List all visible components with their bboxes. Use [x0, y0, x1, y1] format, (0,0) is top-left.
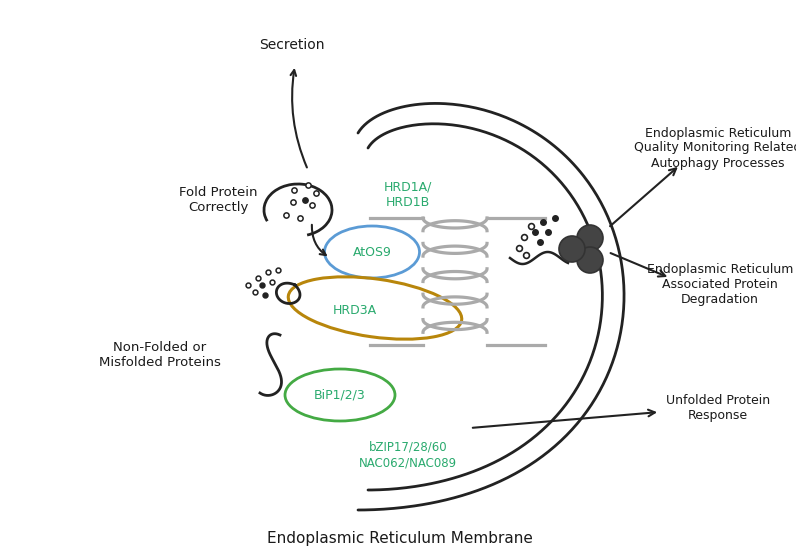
- Text: BiP1/2/3: BiP1/2/3: [314, 389, 366, 402]
- Text: Endoplasmic Reticulum
Associated Protein
Degradation: Endoplasmic Reticulum Associated Protein…: [647, 264, 793, 306]
- Text: HRD1A/
HRD1B: HRD1A/ HRD1B: [384, 181, 432, 209]
- Text: Endoplasmic Reticulum
Quality Monitoring Related
Autophagy Processes: Endoplasmic Reticulum Quality Monitoring…: [634, 127, 796, 170]
- Text: HRD3A: HRD3A: [333, 304, 377, 316]
- Ellipse shape: [577, 225, 603, 251]
- Ellipse shape: [577, 247, 603, 273]
- Text: Non-Folded or
Misfolded Proteins: Non-Folded or Misfolded Proteins: [99, 341, 221, 369]
- Ellipse shape: [559, 236, 585, 262]
- Text: bZIP17/28/60
NAC062/NAC089: bZIP17/28/60 NAC062/NAC089: [359, 441, 457, 469]
- Text: Unfolded Protein
Response: Unfolded Protein Response: [666, 394, 770, 422]
- Text: AtOS9: AtOS9: [353, 245, 392, 259]
- Text: Endoplasmic Reticulum Membrane: Endoplasmic Reticulum Membrane: [267, 530, 533, 545]
- Text: Fold Protein
Correctly: Fold Protein Correctly: [179, 186, 257, 214]
- Text: Secretion: Secretion: [259, 38, 325, 52]
